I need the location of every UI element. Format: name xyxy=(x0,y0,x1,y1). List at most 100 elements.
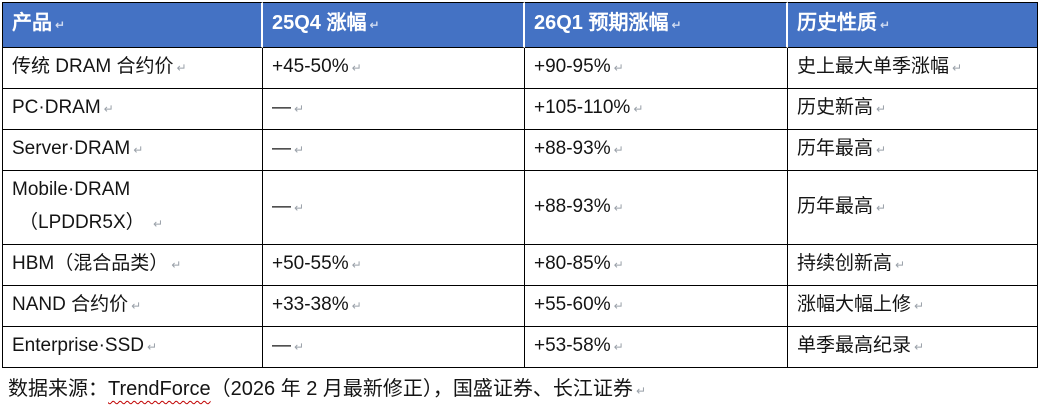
paragraph-mark: ↵ xyxy=(613,200,624,215)
cell-line: — ↵ xyxy=(272,190,518,225)
paragraph-mark: ↵ xyxy=(133,143,144,157)
cell-line-2: （LPDDR5X） ↵ xyxy=(12,206,256,241)
table-body: 传统 DRAM 合约价 ↵ +45-50% ↵ +90-95% ↵ 史上最大单季涨幅 ↵ PC·… xyxy=(2,48,1038,368)
cell-history: 历史新高 ↵ xyxy=(788,89,1038,130)
paragraph-mark: ↵ xyxy=(613,299,624,313)
cell-line: 涨幅大幅上修 ↵ xyxy=(797,288,1031,323)
cell-text: +88-93% xyxy=(534,195,611,217)
cell-q1_forecast: +88-93% ↵ xyxy=(525,171,788,245)
cell-line: +90-95% ↵ xyxy=(534,50,781,85)
cell-q4_change: +33-38% ↵ xyxy=(263,286,525,327)
cell-line: 持续创新高 ↵ xyxy=(797,247,1031,282)
table-row: PC·DRAM ↵ — ↵ +105-110% ↵ 历史新高 ↵ xyxy=(2,89,1038,130)
cell-product: NAND 合约价 ↵ xyxy=(2,286,263,327)
cell-history: 单季最高纪录 ↵ xyxy=(788,327,1038,368)
paragraph-mark: ↵ xyxy=(351,61,362,75)
cell-line: +88-93% ↵ xyxy=(534,132,781,167)
cell-line: +88-93% ↵ xyxy=(534,190,781,225)
cell-line: +45-50% ↵ xyxy=(272,50,518,85)
paragraph-mark: ↵ xyxy=(613,143,624,157)
cell-q1_forecast: +105-110% ↵ xyxy=(525,89,788,130)
cell-q1_forecast: +55-60% ↵ xyxy=(525,286,788,327)
table-header-row-inner: 产品 ↵ 25Q4 涨幅 ↵ 26Q1 预期涨幅 ↵ 历史性质 ↵ xyxy=(2,2,1038,48)
paragraph-mark: ↵ xyxy=(633,102,644,116)
cell-text: +53-58% xyxy=(534,335,611,356)
cell-text: +80-85% xyxy=(534,253,611,274)
cell-text: Mobile·DRAM xyxy=(12,179,131,200)
cell-text: — xyxy=(272,138,291,159)
cell-text: 历史新高 xyxy=(797,97,874,118)
cell-text: 单季最高纪录 xyxy=(797,335,912,356)
cell-history: 涨幅大幅上修 ↵ xyxy=(788,286,1038,327)
cell-text: +90-95% xyxy=(534,56,611,77)
cell-line: +50-55% ↵ xyxy=(272,247,518,282)
cell-line: PC·DRAM ↵ xyxy=(12,91,256,126)
column-header-label: 产品 xyxy=(12,12,52,34)
cell-history: 历年最高 ↵ xyxy=(788,171,1038,245)
cell-line: NAND 合约价 ↵ xyxy=(12,288,256,323)
paragraph-mark: ↵ xyxy=(635,384,646,398)
cell-text: 史上最大单季涨幅 xyxy=(797,56,950,77)
paragraph-mark: ↵ xyxy=(131,299,142,313)
cell-line: +53-58% ↵ xyxy=(534,329,781,364)
paragraph-mark: ↵ xyxy=(671,18,682,32)
cell-text: — xyxy=(272,335,291,356)
cell-text: — xyxy=(272,97,291,118)
cell-line: Mobile·DRAM xyxy=(12,173,256,206)
table-row: Mobile·DRAM （LPDDR5X） ↵ — ↵ +88-93% ↵ 历年最高 ↵ xyxy=(2,171,1038,245)
paragraph-mark: ↵ xyxy=(55,18,66,32)
column-header-label: 历史性质 xyxy=(797,12,877,34)
column-header-label: 26Q1 预期涨幅 xyxy=(534,12,669,34)
cell-text: +105-110% xyxy=(534,97,631,118)
cell-q4_change: — ↵ xyxy=(263,89,525,130)
data-source-note: 数据来源：TrendForce（2026 年 2 月最新修正），国盛证券、长江证… xyxy=(8,374,1041,406)
cell-line: 历年最高 ↵ xyxy=(797,132,1031,167)
cell-line: — ↵ xyxy=(272,329,518,364)
cell-text: 持续创新高 xyxy=(797,253,893,274)
cell-product: Server·DRAM ↵ xyxy=(2,130,263,171)
paragraph-mark: ↵ xyxy=(351,258,362,272)
cell-line: HBM（混合品类） ↵ xyxy=(12,247,256,282)
cell-text: — xyxy=(272,195,291,217)
table-row: 传统 DRAM 合约价 ↵ +45-50% ↵ +90-95% ↵ 史上最大单季涨幅 ↵ xyxy=(2,48,1038,89)
cell-q4_change: +50-55% ↵ xyxy=(263,245,525,286)
column-header-q4_change: 25Q4 涨幅 ↵ xyxy=(263,2,525,48)
paragraph-mark: ↵ xyxy=(880,18,891,32)
cell-q1_forecast: +80-85% ↵ xyxy=(525,245,788,286)
cell-text: 历年最高 xyxy=(797,138,874,159)
cell-product: HBM（混合品类） ↵ xyxy=(2,245,263,286)
table-row: Enterprise·SSD ↵ — ↵ +53-58% ↵ 单季最高纪录 ↵ xyxy=(2,327,1038,368)
cell-text: Server·DRAM xyxy=(12,138,131,159)
paragraph-mark: ↵ xyxy=(294,200,305,215)
cell-text: 传统 DRAM 合约价 xyxy=(12,56,174,77)
cell-text: （LPDDR5X） xyxy=(19,212,145,233)
cell-history: 历年最高 ↵ xyxy=(788,130,1038,171)
column-header-label: 25Q4 涨幅 xyxy=(272,12,367,34)
cell-line: +105-110% ↵ xyxy=(534,91,781,126)
paragraph-mark: ↵ xyxy=(294,340,305,354)
paragraph-mark: ↵ xyxy=(294,102,305,116)
paragraph-mark: ↵ xyxy=(914,299,925,313)
cell-q4_change: — ↵ xyxy=(263,130,525,171)
paragraph-mark: ↵ xyxy=(171,258,182,272)
paragraph-mark: ↵ xyxy=(103,102,114,116)
cell-text: +45-50% xyxy=(272,56,349,77)
cell-line: +80-85% ↵ xyxy=(534,247,781,282)
cell-q4_change: — ↵ xyxy=(263,327,525,368)
cell-text: 历年最高 xyxy=(797,195,874,217)
paragraph-mark: ↵ xyxy=(176,61,187,75)
cell-text: NAND 合约价 xyxy=(12,294,129,315)
table-row: NAND 合约价 ↵ +33-38% ↵ +55-60% ↵ 涨幅大幅上修 ↵ xyxy=(2,286,1038,327)
paragraph-mark: ↵ xyxy=(152,217,163,231)
column-header-history: 历史性质 ↵ xyxy=(788,2,1038,48)
cell-line: 单季最高纪录 ↵ xyxy=(797,329,1031,364)
data-source-prefix: 数据来源： xyxy=(8,378,108,400)
data-source-suffix: （2026 年 2 月最新修正），国盛证券、长江证券 xyxy=(210,378,633,400)
paragraph-mark: ↵ xyxy=(369,18,380,32)
cell-line: Enterprise·SSD ↵ xyxy=(12,329,256,364)
data-source-name: TrendForce xyxy=(108,378,211,400)
cell-product: Mobile·DRAM （LPDDR5X） ↵ xyxy=(2,171,263,245)
paragraph-mark: ↵ xyxy=(613,340,624,354)
paragraph-mark: ↵ xyxy=(351,299,362,313)
